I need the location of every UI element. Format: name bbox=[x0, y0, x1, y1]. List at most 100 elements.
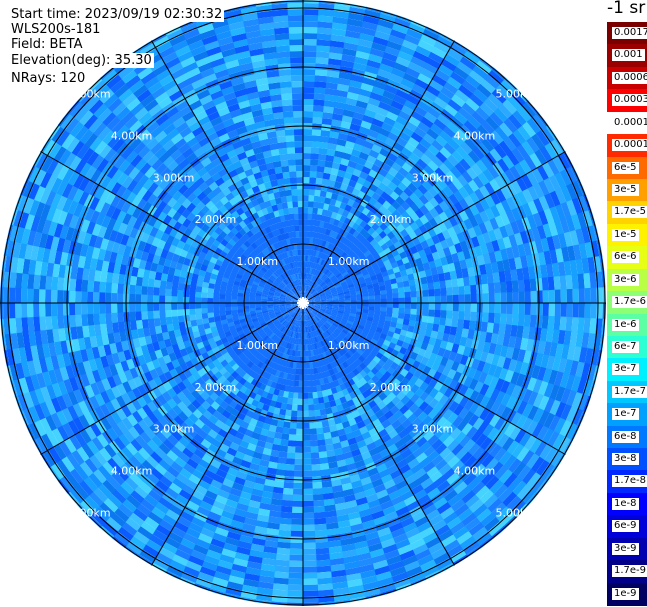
range-gate-cell bbox=[274, 311, 282, 316]
range-gate-cell bbox=[178, 488, 192, 501]
range-gate-cell bbox=[274, 293, 281, 297]
range-gate-cell bbox=[162, 438, 175, 451]
range-gate-cell bbox=[213, 302, 220, 308]
range-gate-cell bbox=[285, 335, 291, 343]
range-gate-cell bbox=[387, 131, 400, 143]
range-gate-cell bbox=[132, 422, 145, 436]
range-gate-cell bbox=[284, 232, 290, 240]
range-gate-cell bbox=[322, 332, 328, 339]
range-gate-cell bbox=[407, 325, 415, 333]
range-gate-cell bbox=[286, 397, 293, 405]
range-gate-cell bbox=[206, 463, 219, 475]
range-gate-cell bbox=[332, 360, 339, 368]
range-gate-cell bbox=[334, 150, 344, 159]
range-gate-cell bbox=[303, 81, 316, 88]
range-gate-cell bbox=[246, 230, 254, 238]
range-gate-cell bbox=[251, 109, 264, 118]
range-gate-cell bbox=[426, 275, 434, 284]
range-gate-cell bbox=[326, 295, 333, 299]
range-gate-cell bbox=[341, 420, 351, 429]
range-gate-cell bbox=[331, 290, 338, 294]
range-gate-cell bbox=[510, 221, 521, 236]
range-gate-cell bbox=[303, 129, 313, 136]
range-gate-cell bbox=[270, 449, 280, 458]
range-gate-cell bbox=[273, 328, 279, 335]
range-gate-cell bbox=[325, 309, 332, 313]
range-gate-cell bbox=[329, 274, 336, 281]
range-gate-cell bbox=[250, 431, 261, 440]
range-gate-cell bbox=[211, 532, 227, 543]
range-gate-cell bbox=[462, 410, 475, 424]
range-gate-cell bbox=[190, 141, 203, 153]
range-gate-cell bbox=[540, 354, 550, 370]
range-gate-cell bbox=[224, 498, 239, 509]
range-gate-cell bbox=[260, 242, 268, 250]
range-gate-cell bbox=[117, 311, 124, 323]
range-gate-cell bbox=[251, 258, 259, 266]
range-gate-cell bbox=[308, 319, 312, 326]
range-gate-cell bbox=[189, 453, 202, 464]
range-gate-cell bbox=[250, 456, 262, 466]
range-gate-cell bbox=[446, 303, 453, 312]
range-gate-cell bbox=[355, 372, 364, 381]
range-gate-cell bbox=[367, 499, 381, 509]
range-gate-cell bbox=[414, 421, 426, 433]
range-gate-cell bbox=[311, 324, 316, 332]
range-gate-cell bbox=[310, 311, 315, 317]
range-gate-cell bbox=[334, 226, 342, 234]
range-gate-cell bbox=[193, 433, 205, 444]
range-gate-cell bbox=[490, 261, 499, 274]
range-gate-cell bbox=[192, 408, 203, 419]
range-gate-cell bbox=[252, 482, 265, 491]
range-gate-cell bbox=[360, 82, 375, 93]
range-gate-cell bbox=[323, 432, 332, 440]
range-gate-cell bbox=[340, 183, 349, 192]
range-gate-cell bbox=[68, 376, 79, 392]
range-gate-cell bbox=[288, 276, 293, 283]
range-gate-cell bbox=[300, 350, 303, 357]
range-gate-cell bbox=[284, 409, 292, 417]
range-gate-cell bbox=[335, 89, 349, 98]
range-gate-cell bbox=[307, 326, 311, 333]
range-gate-cell bbox=[257, 329, 265, 335]
range-gate-cell bbox=[314, 316, 320, 322]
range-gate-cell bbox=[307, 294, 312, 299]
range-gate-cell bbox=[304, 279, 307, 286]
range-gate-cell bbox=[285, 301, 292, 303]
range-gate-cell bbox=[242, 162, 252, 172]
range-gate-cell bbox=[101, 429, 114, 445]
range-gate-cell bbox=[124, 132, 139, 147]
range-gate-cell bbox=[202, 339, 210, 347]
range-gate-cell bbox=[361, 289, 369, 294]
range-gate-cell bbox=[301, 291, 303, 298]
range-gate-cell bbox=[414, 208, 425, 219]
range-gate-cell bbox=[171, 477, 186, 490]
range-gate-cell bbox=[303, 117, 314, 124]
range-gate-cell bbox=[160, 248, 169, 259]
range-gate-cell bbox=[293, 325, 297, 332]
range-gate-cell bbox=[129, 119, 144, 134]
range-gate-cell bbox=[171, 429, 183, 442]
range-gate-cell bbox=[86, 220, 97, 235]
range-gate-cell bbox=[286, 195, 293, 203]
range-gate-cell bbox=[212, 95, 227, 106]
range-gate-cell bbox=[361, 342, 369, 350]
range-gate-cell bbox=[412, 346, 421, 355]
range-gate-cell bbox=[121, 200, 132, 214]
range-gate-cell bbox=[235, 260, 243, 267]
range-gate-cell bbox=[136, 463, 151, 477]
range-gate-cell bbox=[304, 273, 307, 280]
range-gate-cell bbox=[455, 327, 463, 338]
range-gate-cell bbox=[351, 148, 362, 158]
range-gate-cell bbox=[309, 183, 316, 190]
range-gate-cell bbox=[302, 494, 314, 501]
range-gate-cell bbox=[225, 294, 232, 300]
range-gate-cell bbox=[359, 369, 368, 378]
range-gate-cell bbox=[361, 146, 372, 156]
range-gate-cell bbox=[423, 404, 434, 416]
range-gate-cell bbox=[258, 283, 265, 288]
range-gate-cell bbox=[370, 348, 379, 357]
range-gate-cell bbox=[336, 459, 347, 468]
range-gate-cell bbox=[319, 265, 325, 272]
range-gate-cell bbox=[244, 351, 253, 359]
